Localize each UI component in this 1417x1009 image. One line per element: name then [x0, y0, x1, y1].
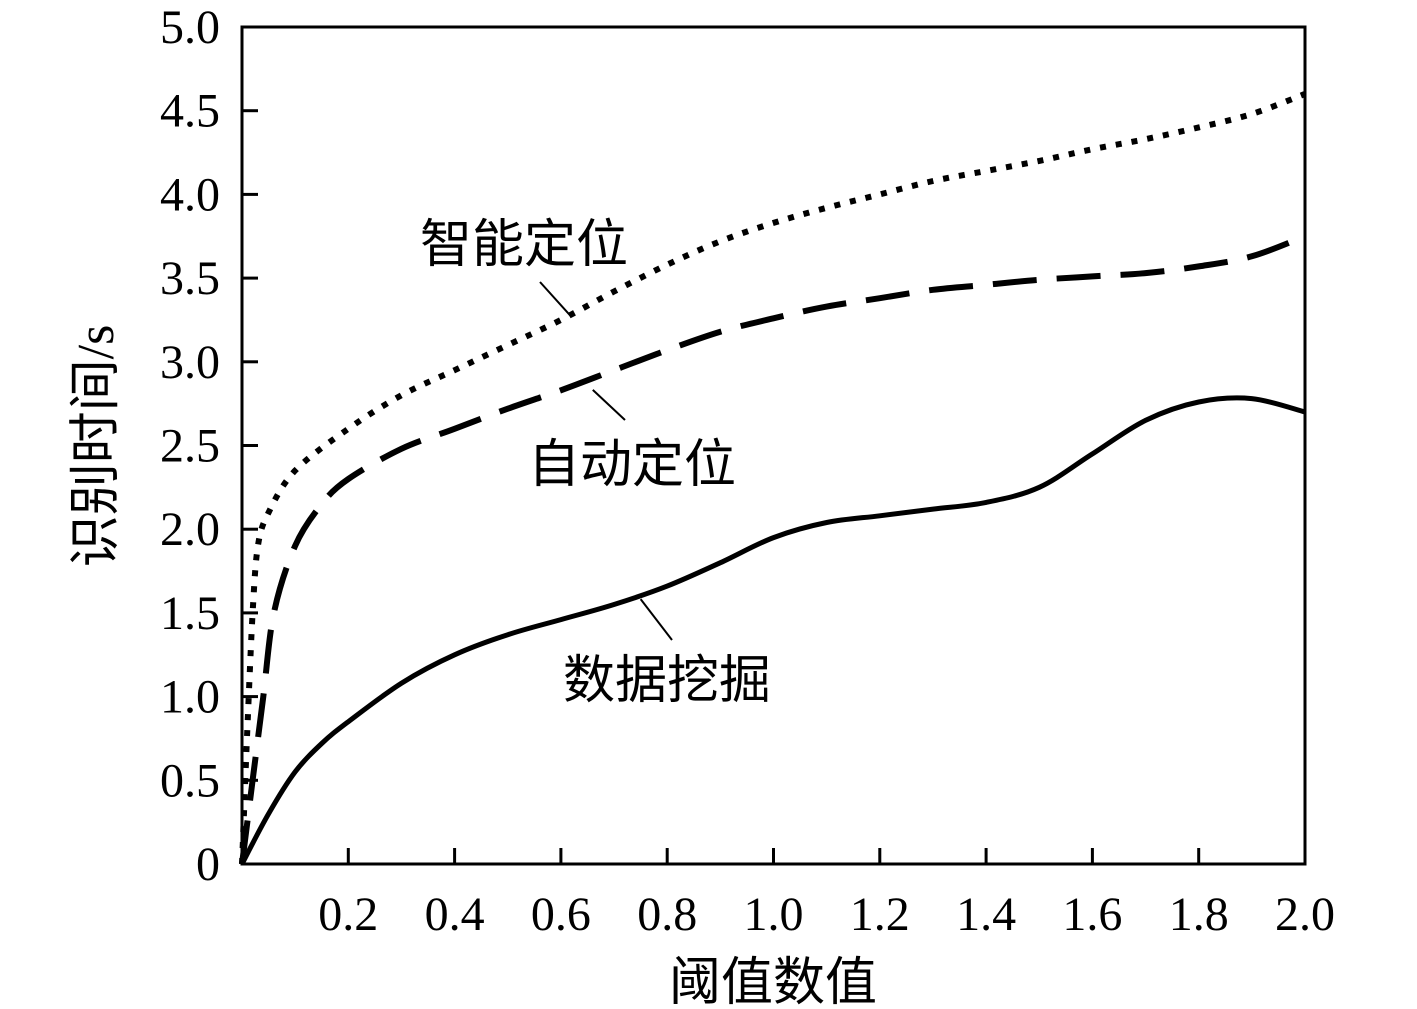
annotation-label: 数据挖掘: [563, 653, 771, 710]
series-layer: [239, 91, 1307, 866]
x-tick-label: 0.2: [318, 888, 378, 941]
x-tick-label: 1.4: [956, 888, 1016, 941]
series-line-dashed: [239, 233, 1307, 865]
y-tick-label: 0: [196, 838, 220, 891]
annotation-label: 自动定位: [528, 437, 736, 494]
x-tick-label: 0.8: [637, 888, 697, 941]
y-tick-label: 3.0: [160, 336, 220, 389]
x-axis-ticks: 0.2 0.4 0.6 0.8 1.0 1.2 1.4 1.6 1.8 2.0: [318, 848, 1335, 941]
y-tick-label: 2.0: [160, 503, 220, 556]
y-tick-label: 4.0: [160, 168, 220, 221]
x-tick-label: 1.6: [1062, 888, 1122, 941]
annotation-leader-line: [639, 598, 673, 641]
annotation-label: 智能定位: [420, 217, 628, 274]
x-tick-label: 1.2: [850, 888, 910, 941]
y-tick-label: 1.5: [160, 587, 220, 640]
annotation-leader-line: [539, 281, 573, 318]
x-tick-label: 1.8: [1169, 888, 1229, 941]
series-line-solid: [239, 395, 1306, 866]
x-tick-label: 1.0: [744, 888, 804, 941]
y-axis-ticks: 0 0.5 1.0 1.5 2.0 2.5 3.0 3.5 4.0 4.5 5.0: [160, 1, 258, 891]
y-tick-label: 4.5: [160, 85, 220, 138]
x-tick-label: 0.4: [425, 888, 485, 941]
y-tick-label: 0.5: [160, 754, 220, 807]
y-tick-label: 2.5: [160, 420, 220, 473]
y-tick-label: 3.5: [160, 252, 220, 305]
series-line-dotted: [239, 91, 1307, 865]
annotation-leader-line: [592, 389, 626, 421]
y-tick-label: 5.0: [160, 1, 220, 54]
y-axis-title: 识别时间/s: [68, 325, 125, 568]
x-tick-label: 2.0: [1275, 888, 1335, 941]
x-tick-label: 0.6: [531, 888, 591, 941]
x-axis-title: 阈值数值: [669, 955, 877, 1009]
y-tick-label: 1.0: [160, 671, 220, 724]
